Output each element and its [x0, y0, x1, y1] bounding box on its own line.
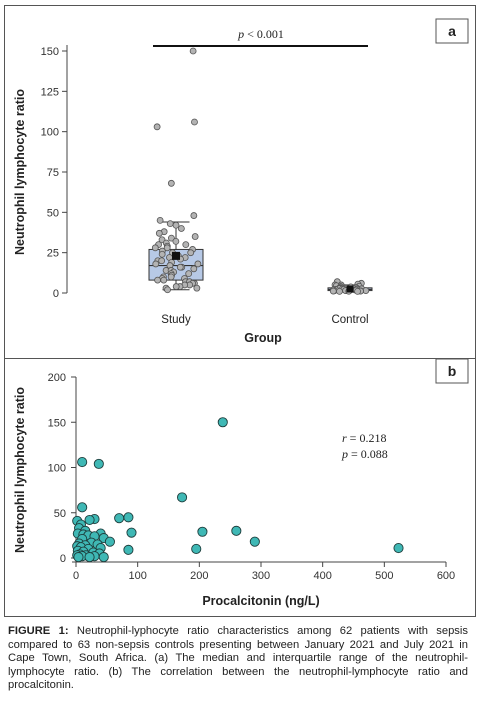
- scatter-point: [78, 503, 87, 512]
- panel-a-y-tick-label: 75: [47, 167, 59, 179]
- data-point: [173, 284, 179, 290]
- data-point: [330, 288, 336, 294]
- panel-b-label: b: [448, 363, 457, 379]
- panel-b-y-tick-label: 50: [54, 508, 66, 520]
- data-point: [183, 242, 189, 248]
- panel-b-y-tick-label: 100: [48, 463, 66, 475]
- data-point: [191, 213, 197, 219]
- panel-a-x-axis-title: Group: [244, 331, 282, 345]
- data-point: [192, 234, 198, 240]
- panel-a-y-tick-label: 0: [53, 288, 59, 300]
- data-point: [186, 271, 192, 277]
- scatter-point: [127, 528, 136, 537]
- data-point: [191, 119, 197, 125]
- data-point: [173, 238, 179, 244]
- mean-marker: [172, 252, 180, 260]
- panel-b-x-tick-label: 100: [128, 570, 146, 582]
- panel-a-y-tick-label: 125: [41, 86, 59, 98]
- scatter-point: [124, 513, 133, 522]
- scatter-point: [94, 459, 103, 468]
- scatter-point: [99, 552, 108, 561]
- scatter-point: [85, 515, 94, 524]
- panel-b-x-axis-title: Procalcitonin (ng/L): [202, 594, 319, 608]
- panel-a-category-label: Control: [331, 314, 368, 326]
- data-point: [168, 180, 174, 186]
- scatter-point: [218, 418, 227, 427]
- panel-a-y-tick-label: 100: [41, 127, 59, 139]
- data-point: [167, 221, 173, 227]
- scatter-point: [124, 545, 133, 554]
- panel-b-x-tick-label: 500: [375, 570, 393, 582]
- panel-a-y-tick-label: 150: [41, 46, 59, 58]
- data-point: [194, 285, 200, 291]
- panel-a-p-value: p < 0.001: [237, 27, 284, 41]
- data-point: [188, 250, 194, 256]
- panel-a-category-label: Study: [161, 314, 191, 326]
- data-point: [177, 264, 183, 270]
- data-point: [173, 222, 179, 228]
- caption-label: FIGURE 1:: [8, 625, 69, 637]
- data-point: [165, 287, 171, 293]
- scatter-point: [250, 537, 259, 546]
- panel-b-y-axis-title: Neutrophil lymphocyte ratio: [13, 387, 27, 553]
- scatter-point: [85, 552, 94, 561]
- scatter-point: [74, 552, 83, 561]
- panel-b-x-tick-label: 600: [437, 570, 455, 582]
- panel-b-y-tick-label: 150: [48, 417, 66, 429]
- panel-b-x-tick-label: 300: [252, 570, 270, 582]
- data-point: [156, 230, 162, 236]
- scatter-point: [198, 527, 207, 536]
- scatter-point: [78, 457, 87, 466]
- panel-b-y-tick-label: 0: [60, 553, 66, 565]
- data-point: [355, 288, 361, 294]
- panel-a-y-axis-title: Neutrophil lymphocyte ratio: [13, 89, 27, 255]
- data-point: [152, 245, 158, 251]
- scatter-point: [105, 537, 114, 546]
- data-point: [161, 277, 167, 283]
- panel-a-label: a: [448, 23, 456, 39]
- scatter-point: [115, 514, 124, 523]
- panel-a-y-tick-label: 25: [47, 248, 59, 260]
- scatter-point: [192, 544, 201, 553]
- data-point: [159, 258, 165, 264]
- caption-text: Neutrophil-lyphocyte ratio characteristi…: [8, 625, 468, 691]
- data-point: [191, 266, 197, 272]
- data-point: [178, 225, 184, 231]
- panel-b-p-value: p = 0.088: [341, 447, 388, 461]
- data-point: [153, 261, 159, 267]
- panel-b-x-tick-label: 0: [73, 570, 79, 582]
- figure-caption: FIGURE 1: Neutrophil-lyphocyte ratio cha…: [8, 625, 468, 693]
- data-point: [154, 124, 160, 130]
- scatter-point: [394, 543, 403, 552]
- data-point: [157, 217, 163, 223]
- panel-b-x-tick-label: 200: [190, 570, 208, 582]
- data-point: [155, 277, 161, 283]
- panel-b-r-value: r = 0.218: [342, 431, 386, 445]
- scatter-point: [177, 493, 186, 502]
- data-point: [336, 288, 342, 294]
- panel-a-y-tick-label: 50: [47, 207, 59, 219]
- data-point: [168, 274, 174, 280]
- data-point: [190, 48, 196, 54]
- mean-marker: [347, 285, 354, 292]
- panel-b-y-tick-label: 200: [48, 372, 66, 384]
- scatter-point: [232, 526, 241, 535]
- panel-b-x-tick-label: 400: [313, 570, 331, 582]
- data-point: [159, 251, 165, 257]
